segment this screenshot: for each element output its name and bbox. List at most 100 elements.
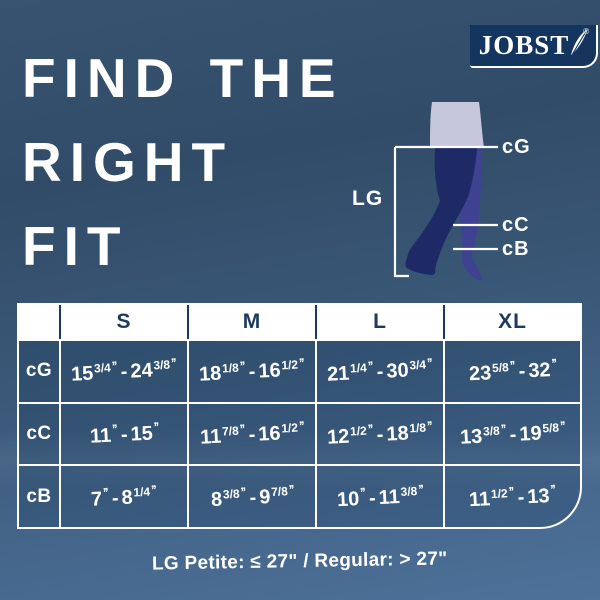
cc-marker-label: cC [502, 214, 530, 236]
size-range-cell: 211/4’’ -303/4’’ [317, 339, 445, 402]
max-fraction: 1/2 [281, 357, 299, 373]
range-separator: - [517, 486, 526, 509]
size-range-cell: 153/4’’ -243/8’’ [61, 339, 189, 402]
size-range-value: 211/4’’ -303/4’’ [327, 356, 433, 387]
max-whole: 30 [386, 359, 410, 383]
min-whole: 11 [89, 424, 112, 448]
inch-mark: ’’ [367, 358, 374, 374]
size-range-value: 117/8’’ -161/2’’ [199, 418, 304, 449]
size-column-header: S [61, 305, 189, 339]
size-range-value: 121/2’’ -181/8’’ [327, 418, 433, 449]
headline: FIND THE RIGHT FIT [22, 36, 344, 288]
size-column-header: XL [445, 305, 580, 339]
min-whole: 7 [90, 487, 104, 511]
min-fraction: 7/8 [221, 423, 240, 439]
inch-mark: ’’ [102, 484, 109, 500]
range-separator: - [111, 486, 120, 510]
size-range-cell: 7’’ -81/4’’ [61, 464, 189, 527]
range-separator: - [517, 360, 526, 383]
size-range-value: 181/8’’ -161/2’’ [199, 356, 305, 387]
inch-mark: ’’ [359, 484, 365, 500]
range-separator: - [368, 486, 377, 510]
min-whole: 23 [468, 362, 492, 386]
max-whole: 8 [121, 486, 134, 509]
inch-mark: ’’ [287, 481, 294, 497]
lg-length-label: LG [352, 187, 384, 210]
min-whole: 13 [459, 425, 483, 449]
inch-mark: ’’ [508, 483, 515, 499]
max-fraction: 3/8 [400, 483, 418, 499]
row-header: cC [19, 401, 61, 465]
size-range-value: 11’’ -15’’ [89, 419, 159, 449]
table-corner-cell [19, 305, 61, 339]
max-whole: 18 [386, 422, 410, 446]
inch-mark: ’’ [111, 421, 117, 437]
range-separator: - [376, 423, 385, 447]
max-whole: 15 [129, 422, 154, 446]
cg-marker-label: cG [502, 136, 531, 158]
leg-diagram [393, 102, 498, 281]
size-range-value: 235/8’’ -32’’ [468, 356, 557, 387]
size-range-value: 111/2’’ -13’’ [469, 481, 557, 511]
min-whole: 10 [336, 487, 360, 511]
max-fraction: 1/4 [133, 484, 151, 500]
max-whole: 16 [258, 359, 282, 383]
range-separator: - [248, 361, 257, 384]
lg-bracket-line [393, 147, 409, 278]
min-whole: 11 [468, 487, 492, 511]
footnote: LG Petite: ≤ 27" / Regular: > 27" [0, 548, 600, 574]
max-fraction: 1/2 [280, 420, 299, 436]
min-whole: 12 [327, 425, 351, 449]
max-fraction: 1/8 [409, 420, 427, 436]
min-whole: 11 [199, 425, 222, 449]
headline-line-3: FIT [22, 215, 129, 277]
jobst-wordmark: JOBST [478, 30, 570, 60]
cb-marker-label: cB [502, 238, 530, 260]
registered-mark: ® [583, 27, 589, 36]
min-whole: 18 [199, 362, 223, 387]
min-whole: 15 [71, 362, 95, 387]
max-whole: 9 [258, 485, 271, 509]
min-fraction: 1/8 [222, 361, 240, 376]
inch-mark: ’’ [509, 358, 515, 374]
inch-mark: ’’ [550, 356, 557, 372]
size-range-cell: 11’’ -15’’ [61, 401, 189, 465]
inch-mark: ’’ [152, 419, 159, 435]
min-fraction: 3/8 [222, 486, 240, 502]
inch-mark: ’’ [500, 421, 506, 437]
range-separator: - [509, 423, 517, 447]
max-whole: 11 [378, 485, 401, 509]
size-range-value: 10’’ -113/8’’ [336, 481, 424, 511]
size-range-cell: 235/8’’ -32’’ [445, 339, 580, 402]
brand-logo: JOBST ® [470, 25, 598, 68]
range-separator: - [120, 423, 128, 447]
min-fraction: 3/8 [482, 423, 501, 439]
size-range-value: 7’’ -81/4’’ [91, 482, 157, 511]
min-fraction: 1/2 [490, 485, 509, 501]
inch-mark: ’’ [299, 355, 305, 371]
min-fraction: 1/4 [350, 361, 368, 376]
inch-mark: ’’ [559, 418, 566, 434]
inch-mark: ’’ [427, 355, 433, 371]
max-fraction: 3/4 [409, 357, 427, 373]
max-whole: 16 [257, 422, 282, 446]
max-whole: 13 [527, 484, 551, 508]
max-whole: 32 [527, 359, 551, 383]
size-range-cell: 121/2’’ -181/8’’ [317, 401, 445, 465]
inch-mark: ’’ [550, 481, 556, 497]
size-range-value: 133/8’’ -195/8’’ [459, 418, 566, 449]
size-range-cell: 133/8’’ -195/8’’ [445, 401, 580, 465]
inch-mark: ’’ [239, 358, 246, 374]
headline-line-1: FIND THE [22, 47, 344, 109]
min-whole: 21 [327, 362, 351, 387]
shorts-shape [430, 102, 484, 148]
min-fraction: 5/8 [491, 360, 509, 376]
range-separator: - [248, 423, 256, 447]
max-fraction: 3/8 [153, 357, 171, 373]
size-range-cell: 83/8’’ -97/8’’ [189, 464, 317, 527]
inch-mark: ’’ [298, 418, 305, 434]
inch-mark: ’’ [171, 355, 177, 371]
inch-mark: ’’ [239, 421, 245, 437]
range-separator: - [248, 486, 257, 509]
feather-icon [569, 27, 589, 63]
